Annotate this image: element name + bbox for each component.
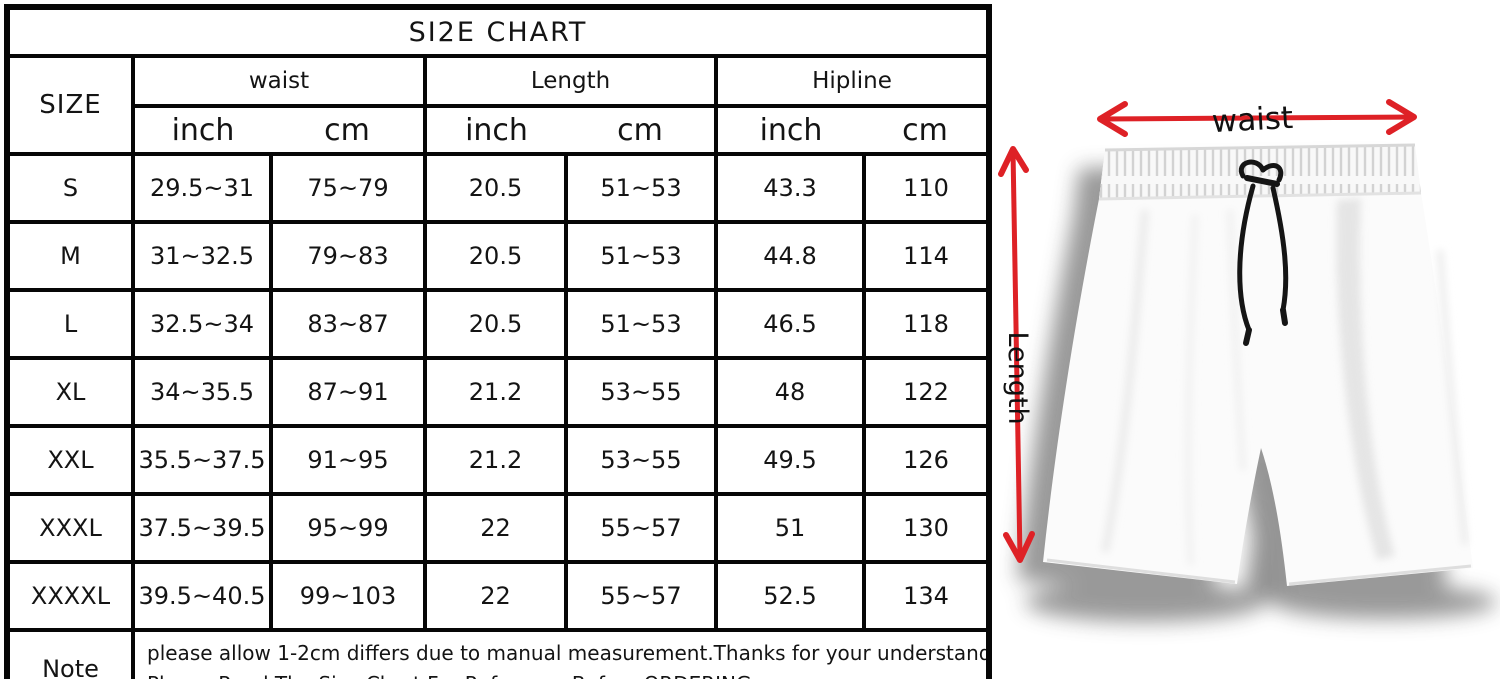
hem-line-right — [1288, 564, 1472, 586]
length-cm-cell: 53~55 — [564, 356, 718, 428]
column-group-length: Length — [423, 54, 718, 108]
note-line-1: please allow 1-2cm differs due to manual… — [147, 641, 989, 665]
hip-cm-cell: 110 — [862, 152, 991, 224]
length-inch-cell: 22 — [423, 560, 568, 632]
length-cm-cell: 55~57 — [564, 492, 718, 564]
table-row: XXXXL 39.5~40.5 99~103 22 55~57 52.5 134 — [5, 560, 991, 632]
note-label: Note — [5, 628, 135, 679]
waist-inch-cell: 29.5~31 — [131, 152, 273, 224]
hip-cm-cell: 114 — [862, 220, 991, 292]
waist-cm-cell: 79~83 — [269, 220, 427, 292]
length-inch-cell: 22 — [423, 492, 568, 564]
waist-cm-cell: 95~99 — [269, 492, 427, 564]
waist-cm-cell: 99~103 — [269, 560, 427, 632]
size-cell: XXL — [5, 424, 135, 496]
note-text: please allow 1-2cm differs due to manual… — [131, 628, 991, 679]
hip-inch-cell: 46.5 — [714, 288, 866, 360]
table-row: XL 34~35.5 87~91 21.2 53~55 48 122 — [5, 356, 991, 428]
length-cm-cell: 51~53 — [564, 220, 718, 292]
size-cell: L — [5, 288, 135, 360]
arrowhead-right-icon — [1386, 99, 1417, 135]
waist-cm-cell: 83~87 — [269, 288, 427, 360]
hip-inch-cell: 44.8 — [714, 220, 866, 292]
waist-inch-cell: 31~32.5 — [131, 220, 273, 292]
length-inch-cell: 20.5 — [423, 288, 568, 360]
waist-cm-cell: 75~79 — [269, 152, 427, 224]
fabric-creases — [1101, 209, 1468, 566]
length-inch-cell: 21.2 — [423, 424, 568, 496]
length-arrow-label: Length — [1002, 331, 1033, 424]
hip-cm-cell: 126 — [862, 424, 991, 496]
length-arrow — [998, 146, 1035, 563]
column-group-hipline: Hipline — [714, 54, 991, 108]
size-cell: M — [5, 220, 135, 292]
length-cm-cell: 51~53 — [564, 288, 718, 360]
drawstring — [1237, 159, 1289, 346]
arrowhead-up-icon — [998, 146, 1029, 177]
size-cell: XXXL — [5, 492, 135, 564]
size-cell: S — [5, 152, 135, 224]
waist-inch-cell: 39.5~40.5 — [131, 560, 273, 632]
unit-header-waist-inch: inch — [131, 104, 271, 156]
arrowhead-left-icon — [1097, 101, 1128, 137]
unit-header-length-inch: inch — [423, 104, 566, 156]
hip-inch-cell: 49.5 — [714, 424, 866, 496]
waist-inch-cell: 34~35.5 — [131, 356, 273, 428]
waistband — [1098, 143, 1422, 201]
column-group-waist: waist — [131, 54, 427, 108]
size-chart-table: SI2E CHART SIZE waist Length Hipline inc… — [4, 4, 992, 679]
size-cell: XL — [5, 356, 135, 428]
hip-cm-cell: 130 — [862, 492, 991, 564]
size-cell: XXXXL — [5, 560, 135, 632]
measurement-diagram: waist Length — [985, 0, 1500, 679]
unit-header-length-cm: cm — [566, 104, 718, 156]
shorts-image — [1043, 143, 1473, 586]
chart-title: SI2E CHART — [5, 5, 991, 58]
waist-cm-cell: 91~95 — [269, 424, 427, 496]
waist-inch-cell: 35.5~37.5 — [131, 424, 273, 496]
length-inch-cell: 20.5 — [423, 220, 568, 292]
hip-cm-cell: 134 — [862, 560, 991, 632]
hem-line-left — [1046, 558, 1236, 584]
hip-inch-cell: 43.3 — [714, 152, 866, 224]
unit-header-hipline-inch: inch — [714, 104, 864, 156]
waist-inch-cell: 37.5~39.5 — [131, 492, 273, 564]
hip-cm-cell: 118 — [862, 288, 991, 360]
length-cm-cell: 55~57 — [564, 560, 718, 632]
hip-cm-cell: 122 — [862, 356, 991, 428]
length-cm-cell: 53~55 — [564, 424, 718, 496]
unit-header-hipline-cm: cm — [864, 104, 991, 156]
table-row: XXXL 37.5~39.5 95~99 22 55~57 51 130 — [5, 492, 991, 564]
length-inch-cell: 20.5 — [423, 152, 568, 224]
table-row: S 29.5~31 75~79 20.5 51~53 43.3 110 — [5, 152, 991, 224]
length-cm-cell: 51~53 — [564, 152, 718, 224]
leg-shading — [1336, 198, 1395, 560]
table-row: XXL 35.5~37.5 91~95 21.2 53~55 49.5 126 — [5, 424, 991, 496]
waist-arrow — [1097, 99, 1417, 137]
waist-cm-cell: 87~91 — [269, 356, 427, 428]
column-header-size: SIZE — [5, 54, 135, 156]
waist-inch-cell: 32.5~34 — [131, 288, 273, 360]
hip-inch-cell: 51 — [714, 492, 866, 564]
table-row: L 32.5~34 83~87 20.5 51~53 46.5 118 — [5, 288, 991, 360]
hip-inch-cell: 52.5 — [714, 560, 866, 632]
length-inch-cell: 21.2 — [423, 356, 568, 428]
waist-arrow-label: waist — [1211, 100, 1294, 140]
table-row: M 31~32.5 79~83 20.5 51~53 44.8 114 — [5, 220, 991, 292]
arrowhead-down-icon — [1003, 531, 1035, 563]
unit-header-waist-cm: cm — [271, 104, 427, 156]
note-line-2: Please Read The Size Chart For Reference… — [147, 669, 978, 679]
hip-inch-cell: 48 — [714, 356, 866, 428]
